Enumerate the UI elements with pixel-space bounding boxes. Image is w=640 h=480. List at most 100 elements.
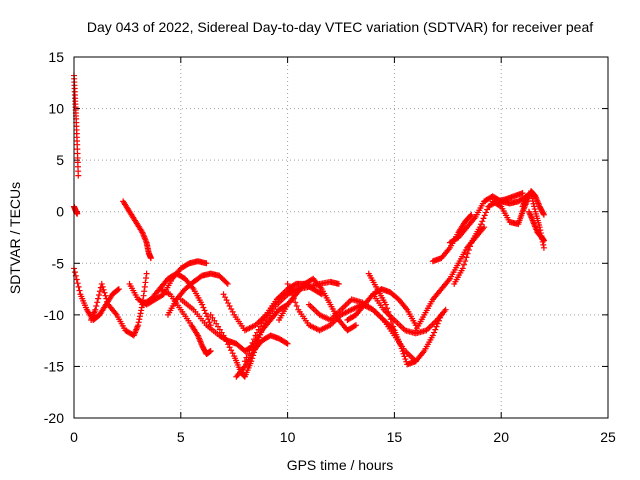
data-point: [138, 307, 145, 314]
data-point: [203, 260, 210, 267]
data-point: [199, 301, 206, 308]
data-point: [484, 206, 491, 213]
data-point: [442, 306, 449, 313]
data-point: [540, 237, 547, 244]
data-point: [382, 301, 389, 308]
y-tick-label: 5: [56, 152, 64, 168]
series-arc20: [370, 291, 449, 337]
data-point: [241, 358, 248, 365]
data-point: [205, 316, 212, 323]
data-point: [137, 310, 144, 317]
data-point: [99, 283, 106, 290]
data-point: [335, 280, 342, 287]
data-point: [293, 303, 300, 310]
data-point: [467, 212, 474, 219]
data-point: [462, 258, 469, 265]
data-point: [540, 211, 547, 218]
data-point: [141, 283, 148, 290]
data-point: [135, 319, 142, 326]
data-point: [76, 287, 83, 294]
data-point: [351, 322, 358, 329]
data-point: [390, 323, 397, 330]
series-arc6: [126, 258, 210, 308]
data-point: [397, 342, 404, 349]
data-point: [283, 340, 290, 346]
series-arc15: [276, 275, 359, 334]
data-point: [528, 190, 535, 197]
data-point: [143, 270, 150, 277]
data-point: [140, 292, 147, 299]
data-point: [398, 345, 405, 352]
grid-layer: [74, 57, 608, 418]
data-point: [287, 288, 294, 295]
y-axis-label: SDTVAR / TECUs: [7, 182, 23, 294]
data-point: [223, 279, 230, 286]
data-point: [75, 172, 82, 179]
series-arc27: [525, 208, 547, 244]
data-point: [249, 339, 256, 346]
data-point: [98, 280, 105, 287]
x-tick-label: 0: [70, 429, 78, 445]
y-tick-label: 10: [48, 101, 64, 117]
data-point: [531, 206, 538, 213]
data-point: [251, 336, 258, 343]
data-point: [529, 195, 536, 202]
data-point: [202, 310, 209, 317]
data-point: [481, 212, 488, 219]
data-point: [96, 291, 103, 298]
data-point: [468, 211, 475, 218]
data-point: [206, 319, 213, 326]
y-tick-label: -15: [44, 358, 64, 374]
data-point: [104, 298, 111, 305]
data-point: [290, 295, 297, 302]
data-point: [247, 343, 254, 350]
data-point: [200, 304, 207, 311]
data-point: [224, 280, 231, 287]
series-arc9: [164, 270, 231, 318]
x-axis-label: GPS time / hours: [287, 457, 394, 473]
y-tick-label: -5: [52, 255, 65, 271]
data-point: [74, 210, 81, 217]
data-point: [204, 313, 211, 320]
data-point: [292, 299, 299, 306]
data-point: [207, 347, 214, 354]
data-point: [114, 286, 121, 293]
chart-title: Day 043 of 2022, Sidereal Day-to-day VTE…: [87, 19, 593, 35]
data-point: [75, 283, 82, 290]
y-tick-label: 15: [48, 49, 64, 65]
y-tick-label: -10: [44, 307, 64, 323]
data-point: [476, 224, 483, 231]
data-point: [529, 198, 536, 205]
data-point: [429, 332, 436, 339]
data-point: [540, 210, 547, 217]
data-point: [74, 280, 81, 287]
x-tick-label: 10: [280, 429, 296, 445]
data-point: [257, 331, 264, 338]
data-point: [286, 284, 293, 291]
data-point: [536, 224, 543, 231]
data-point: [528, 192, 535, 199]
data-point: [71, 269, 78, 276]
data-point: [147, 255, 154, 262]
data-point: [459, 265, 466, 272]
data-point: [467, 243, 474, 250]
series-arc26: [519, 190, 547, 251]
data-point: [401, 353, 408, 360]
data-point: [138, 304, 145, 311]
data-point: [92, 306, 99, 313]
data-point: [201, 307, 208, 314]
data-point: [101, 289, 108, 296]
data-point: [243, 354, 250, 361]
plot-frame: [73, 56, 609, 419]
series-arc13: [233, 332, 291, 380]
data-point: [246, 347, 253, 354]
x-tick-label: 20: [493, 429, 509, 445]
data-point: [136, 316, 143, 323]
series-arc1: [71, 72, 82, 179]
x-tick-label: 15: [387, 429, 403, 445]
data-point: [115, 286, 122, 293]
data-point: [460, 261, 467, 268]
data-point: [102, 292, 109, 299]
data-point: [136, 313, 143, 320]
